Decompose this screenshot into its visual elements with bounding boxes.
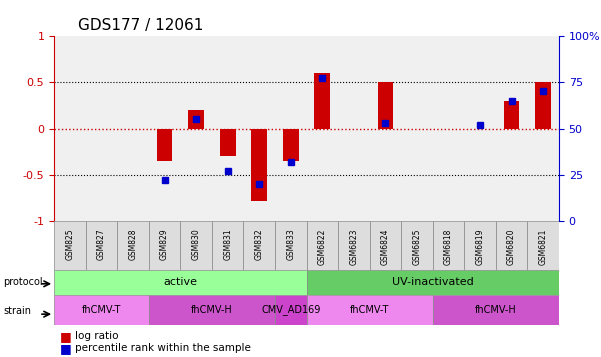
Text: fhCMV-T: fhCMV-T (82, 305, 121, 315)
Bar (504, 101, 519, 129)
Text: GSM829: GSM829 (160, 228, 169, 260)
Bar (54, 270, 307, 295)
Text: CMV_AD169: CMV_AD169 (261, 304, 320, 315)
FancyBboxPatch shape (117, 221, 149, 270)
Bar (157, 129, 172, 161)
Bar (188, 110, 204, 129)
Text: GSM833: GSM833 (286, 228, 295, 260)
Text: active: active (163, 277, 197, 287)
Text: ■: ■ (60, 330, 72, 343)
FancyBboxPatch shape (464, 221, 496, 270)
FancyBboxPatch shape (85, 221, 117, 270)
Text: GDS177 / 12061: GDS177 / 12061 (78, 18, 204, 33)
Text: GSM831: GSM831 (223, 228, 232, 260)
Text: GSM6823: GSM6823 (349, 228, 358, 265)
FancyBboxPatch shape (149, 221, 180, 270)
Text: UV-inactivated: UV-inactivated (392, 277, 474, 287)
FancyBboxPatch shape (307, 221, 338, 270)
Text: log ratio: log ratio (75, 331, 118, 341)
Bar (220, 129, 236, 156)
Text: strain: strain (3, 306, 31, 316)
Text: fhCMV-T: fhCMV-T (350, 305, 389, 315)
FancyBboxPatch shape (54, 221, 85, 270)
Bar (307, 270, 559, 295)
Text: GSM832: GSM832 (255, 228, 264, 260)
Bar (251, 129, 267, 201)
FancyBboxPatch shape (496, 221, 528, 270)
Text: ■: ■ (60, 342, 72, 355)
FancyBboxPatch shape (433, 221, 464, 270)
FancyBboxPatch shape (528, 221, 559, 270)
Text: protocol: protocol (3, 277, 43, 287)
Bar (149, 295, 275, 325)
Bar (283, 129, 299, 161)
Bar (54, 295, 149, 325)
Bar (314, 73, 330, 129)
Text: fhCMV-H: fhCMV-H (475, 305, 517, 315)
FancyBboxPatch shape (370, 221, 401, 270)
FancyBboxPatch shape (212, 221, 243, 270)
Text: GSM6824: GSM6824 (381, 228, 390, 265)
Text: GSM6822: GSM6822 (318, 228, 327, 265)
Text: GSM830: GSM830 (192, 228, 201, 260)
Text: percentile rank within the sample: percentile rank within the sample (75, 343, 251, 353)
Text: GSM6819: GSM6819 (475, 228, 484, 265)
Bar (535, 82, 551, 129)
Text: GSM6818: GSM6818 (444, 228, 453, 265)
Text: GSM828: GSM828 (129, 228, 138, 260)
Bar (377, 82, 393, 129)
Bar (275, 295, 307, 325)
FancyBboxPatch shape (243, 221, 275, 270)
FancyBboxPatch shape (338, 221, 370, 270)
FancyBboxPatch shape (401, 221, 433, 270)
FancyBboxPatch shape (275, 221, 307, 270)
Text: GSM6821: GSM6821 (538, 228, 548, 265)
Bar (433, 295, 559, 325)
Text: fhCMV-H: fhCMV-H (191, 305, 233, 315)
FancyBboxPatch shape (180, 221, 212, 270)
Text: GSM6820: GSM6820 (507, 228, 516, 265)
Bar (307, 295, 433, 325)
Text: GSM827: GSM827 (97, 228, 106, 260)
Text: GSM825: GSM825 (66, 228, 75, 260)
Text: GSM6825: GSM6825 (412, 228, 421, 265)
